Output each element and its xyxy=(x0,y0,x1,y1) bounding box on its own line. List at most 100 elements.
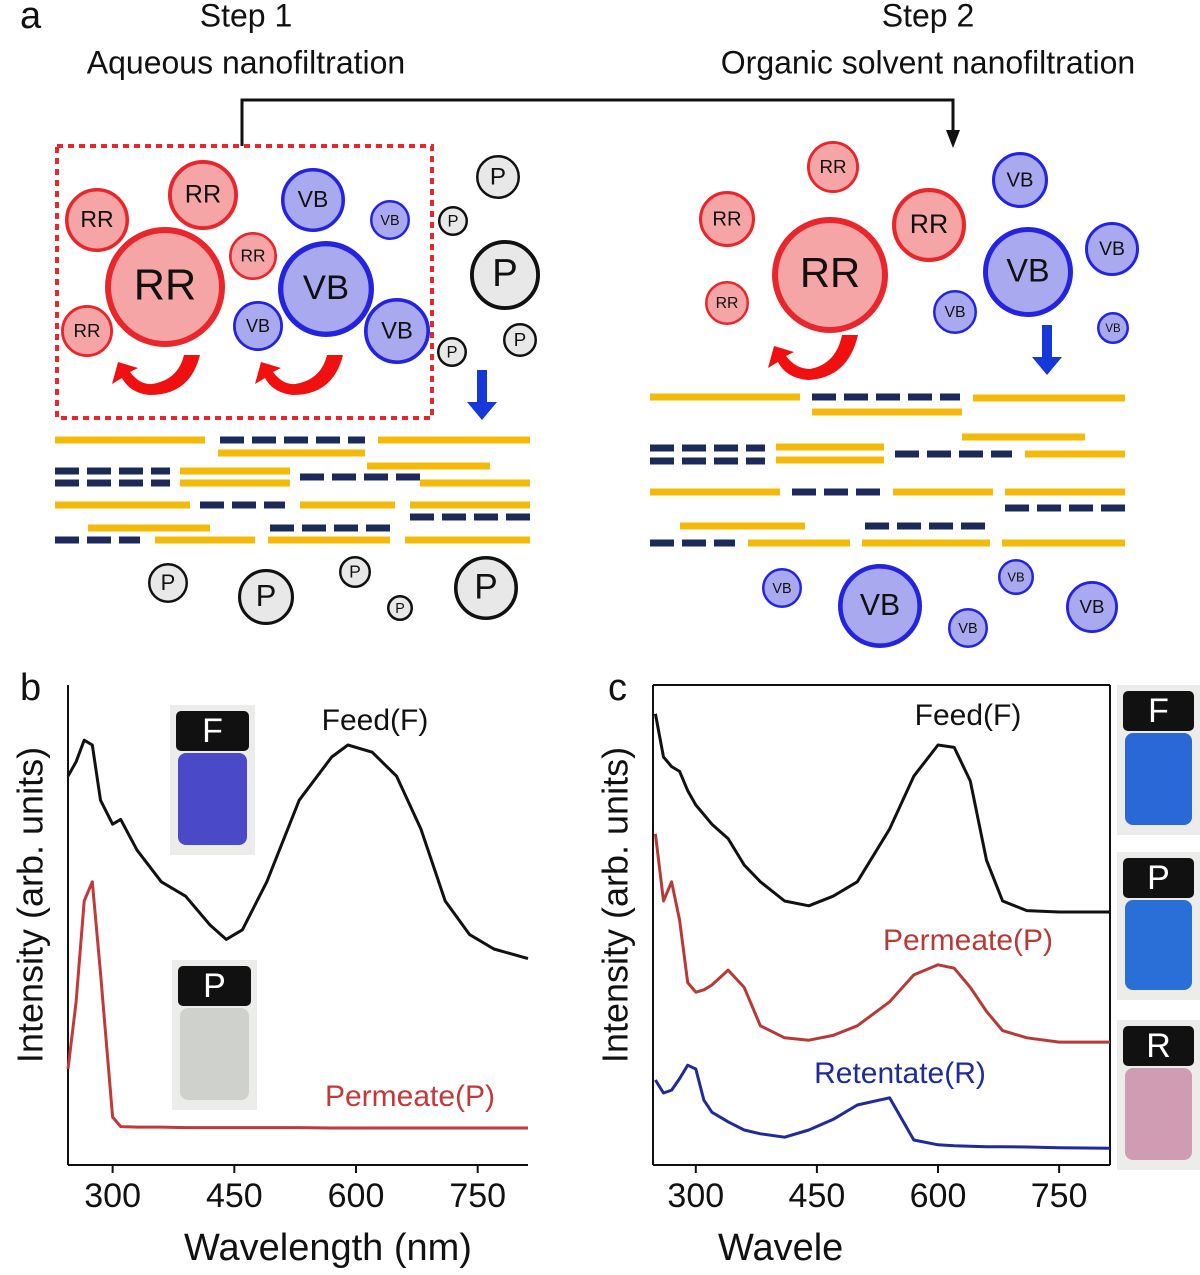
particle xyxy=(167,159,239,231)
x-tick-label: 450 xyxy=(789,1177,846,1215)
vial-label: F xyxy=(1148,692,1169,730)
series-line xyxy=(66,738,529,961)
particle xyxy=(453,555,518,620)
particle-label: VB xyxy=(1006,253,1049,289)
step-subtitle: Aqueous nanofiltration xyxy=(87,44,405,80)
panel-label: b xyxy=(20,667,41,709)
particle-label: VB xyxy=(380,213,399,229)
vial-cap xyxy=(1123,691,1194,731)
particle-label: P xyxy=(446,343,457,361)
vial-liquid xyxy=(180,1008,249,1100)
particle-label: VB xyxy=(1080,596,1105,617)
particle-label: VB xyxy=(1007,569,1024,584)
panel-label: c xyxy=(608,667,627,709)
particle xyxy=(370,200,410,240)
particle-label: P xyxy=(349,562,361,582)
particle xyxy=(64,187,130,252)
particle xyxy=(476,155,520,199)
particle-label: P xyxy=(492,252,518,295)
series-line xyxy=(654,1063,1111,1150)
particle xyxy=(60,305,113,358)
particle xyxy=(1097,312,1129,344)
particle-label: P xyxy=(256,578,277,613)
particle xyxy=(364,298,431,365)
series-line xyxy=(653,713,1110,914)
particle xyxy=(933,290,977,334)
vial-label: R xyxy=(1146,1027,1171,1065)
particle xyxy=(948,608,988,648)
particle xyxy=(437,337,467,367)
recycle-arrows xyxy=(112,335,858,395)
particle xyxy=(772,217,888,333)
particle xyxy=(387,595,413,621)
particle-label: VB xyxy=(772,581,791,597)
particle-label: RR xyxy=(185,181,221,209)
particle-label: P xyxy=(161,570,176,595)
particle-label: VB xyxy=(860,589,900,622)
series-label: Permeate(P) xyxy=(883,924,1053,957)
particle-label: RR xyxy=(716,295,739,312)
particle-label: VB xyxy=(944,304,965,321)
vial-label: P xyxy=(1147,859,1170,897)
vial-liquid xyxy=(1125,1068,1192,1160)
particle-label: RR xyxy=(712,208,741,230)
particle-label: VB xyxy=(303,269,349,307)
particle-label: VB xyxy=(1105,323,1121,335)
particle xyxy=(277,241,374,338)
particle-label: P xyxy=(490,163,506,190)
particle-label: RR xyxy=(910,209,948,239)
series-label: Feed(F) xyxy=(322,704,429,737)
particle-label: VB xyxy=(381,317,413,344)
particle-label: VB xyxy=(1007,169,1034,191)
particle-label: VB xyxy=(958,621,977,637)
vial-liquid xyxy=(178,753,247,845)
particle xyxy=(148,563,188,603)
flow-arrow xyxy=(467,370,497,420)
particle xyxy=(998,559,1034,595)
x-tick-label: 750 xyxy=(449,1177,506,1215)
arrowhead xyxy=(946,130,960,148)
step-subtitle: Organic solvent nanofiltration xyxy=(721,44,1135,80)
step-title: Step 2 xyxy=(882,0,975,33)
vial-cap xyxy=(176,711,249,751)
particle-label: RR xyxy=(800,249,860,296)
vial-label: P xyxy=(203,967,226,1005)
panel-label: a xyxy=(20,0,42,37)
series-label: Permeate(P) xyxy=(325,1080,495,1113)
y-axis-label: Intensity (arb. units) xyxy=(595,747,636,1063)
particle-label: P xyxy=(474,567,497,606)
particle xyxy=(470,239,541,311)
particle-label: VB xyxy=(298,186,329,212)
particle xyxy=(238,568,295,625)
series-label: Retentate(R) xyxy=(814,1057,986,1090)
particle xyxy=(983,227,1073,317)
y-axis-label: Intensity (arb. units) xyxy=(10,747,51,1063)
particle-label: P xyxy=(395,601,405,617)
particle-label: P xyxy=(447,212,458,230)
x-axis-label: Wavele xyxy=(718,1227,843,1269)
particle xyxy=(503,323,537,357)
connector xyxy=(240,98,955,146)
particle-label: RR xyxy=(80,206,113,232)
particle xyxy=(807,140,860,193)
particle xyxy=(891,188,966,262)
particle-label: RR xyxy=(74,320,101,341)
particle xyxy=(438,206,468,236)
vial-label: F xyxy=(202,712,223,750)
particle xyxy=(280,167,345,232)
x-tick-label: 750 xyxy=(1031,1177,1088,1215)
particle xyxy=(991,152,1048,209)
particle-label: VB xyxy=(246,316,270,336)
x-tick-label: 600 xyxy=(910,1177,967,1215)
x-tick-label: 450 xyxy=(206,1177,263,1215)
particle-label: VB xyxy=(1099,238,1125,260)
vial-cap xyxy=(1123,1026,1194,1066)
particle xyxy=(105,227,225,347)
particle xyxy=(228,231,277,280)
flow-arrow xyxy=(1032,325,1062,375)
vial-liquid xyxy=(1125,900,1192,990)
vial-liquid xyxy=(1125,733,1192,825)
x-tick-label: 300 xyxy=(667,1177,724,1215)
particle xyxy=(762,568,802,608)
